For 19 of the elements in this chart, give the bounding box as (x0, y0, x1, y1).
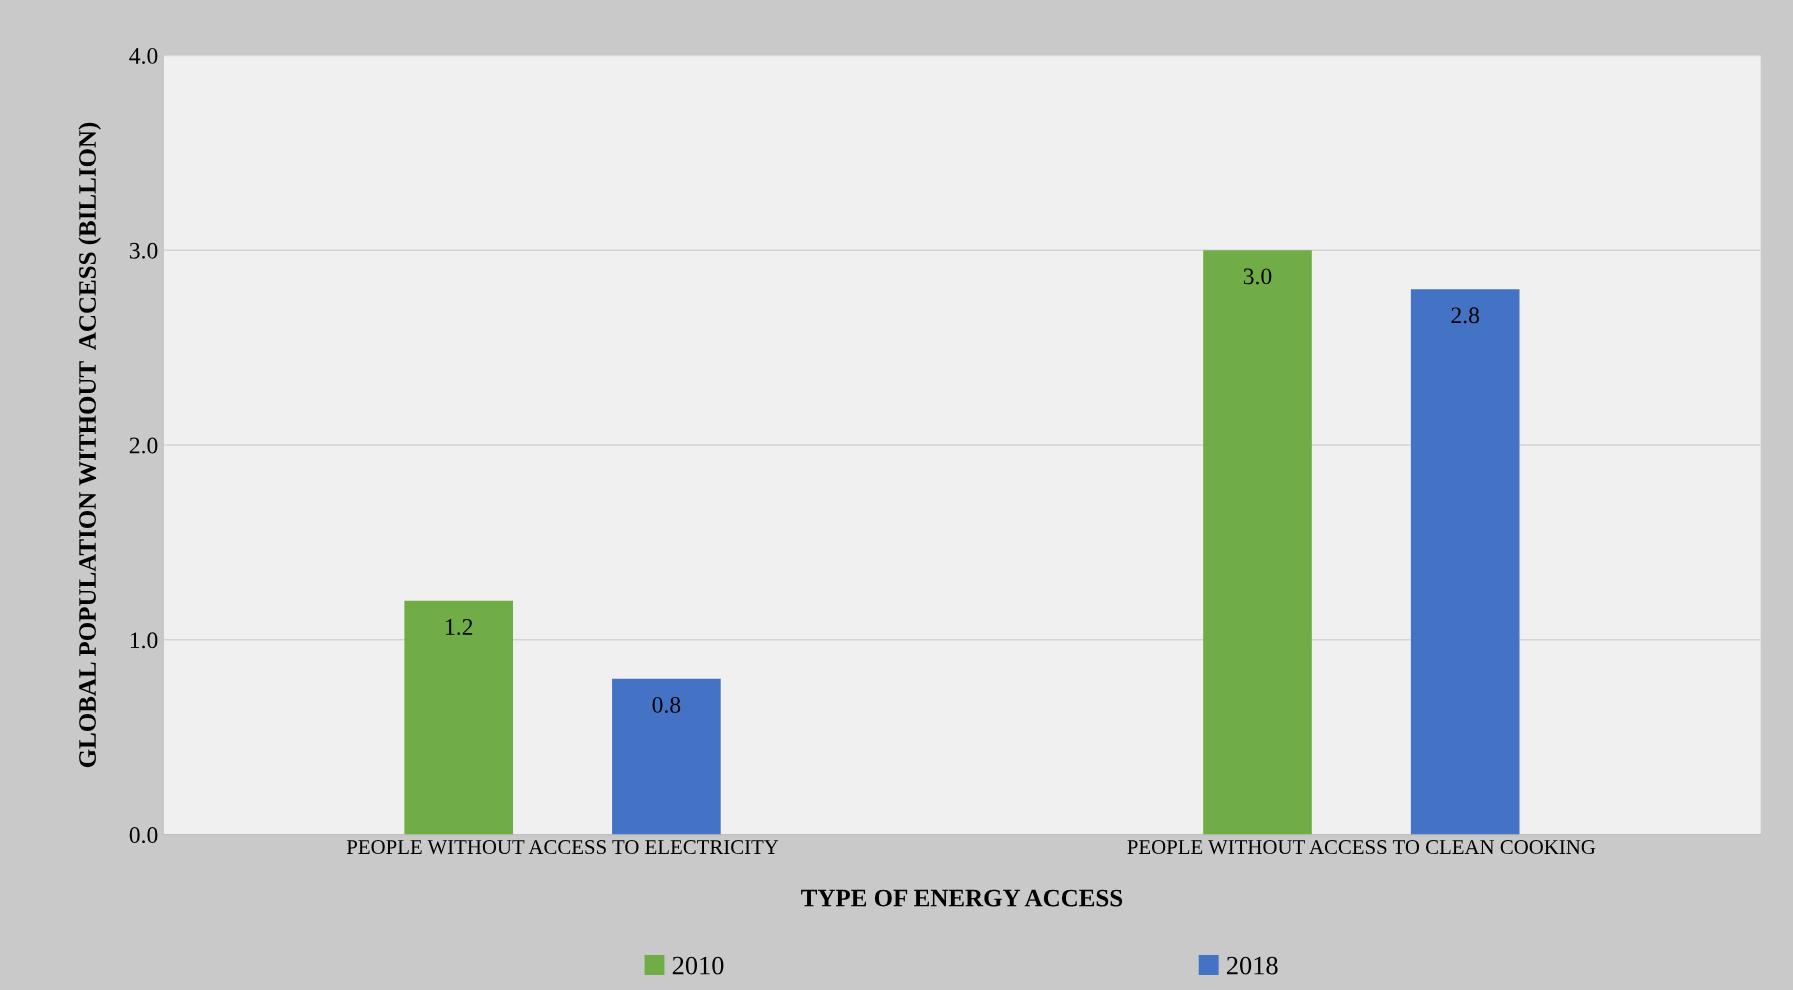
bar (1410, 289, 1520, 835)
y-tick-label: 2.0 (129, 437, 158, 454)
y-tick-label: 3.0 (129, 242, 158, 259)
y-tick-label: 0.0 (129, 827, 158, 844)
y-axis-title: GLOBAL POPULATION WITHOUT ACCESS (BILLION) (78, 122, 102, 768)
data-label: 1.2 (446, 619, 473, 636)
y-tick-label: 4.0 (129, 47, 158, 64)
x-tick-label: PEOPLE WITHOUT ACCESS TO CLEAN COOKING (1127, 840, 1596, 855)
x-tick-label: PEOPLE WITHOUT ACCESS TO ELECTRICITY (346, 840, 779, 855)
data-label: 0.8 (652, 696, 681, 713)
bar (612, 678, 721, 835)
data-label: 3.0 (1243, 268, 1272, 285)
data-label: 2.8 (1451, 307, 1480, 324)
bar (1203, 250, 1312, 835)
legend-label: 2018 (1226, 956, 1278, 975)
bar (404, 600, 514, 835)
legend-label: 2010 (672, 956, 724, 975)
x-axis-title: TYPE OF ENERGY ACCESS (801, 889, 1123, 907)
y-tick-label: 1.0 (130, 632, 158, 649)
